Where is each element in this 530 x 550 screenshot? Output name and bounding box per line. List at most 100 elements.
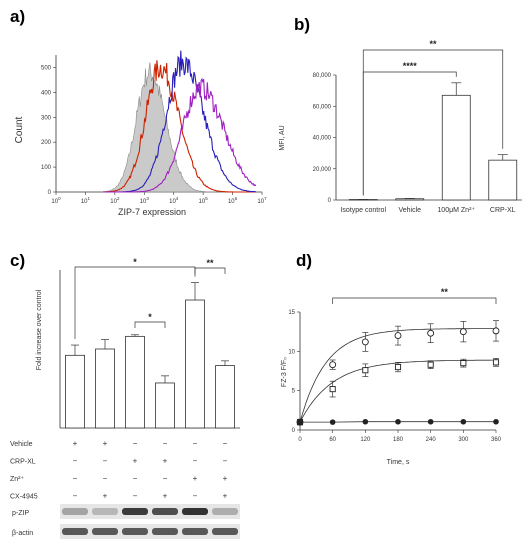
c-bar [125, 335, 145, 429]
d-point-circle-open [459, 328, 467, 336]
c-condition-name: CX-4945 [10, 494, 38, 501]
c-condition-sign: − [193, 439, 198, 448]
c-condition-sign: + [163, 492, 168, 501]
panel-d-ylabel: FZ-3 F/F₀ [281, 357, 288, 387]
b-y-tick-label: 60,000 [313, 104, 332, 110]
d-significance-bracket [332, 297, 497, 304]
c-condition-sign: − [163, 474, 168, 483]
b-significance-label: **** [403, 61, 418, 71]
d-significance-label: ** [441, 287, 449, 297]
c-condition-sign: + [223, 474, 228, 483]
d-point-circle-filled [427, 418, 434, 425]
a-y-tick-label: 0 [48, 190, 52, 196]
d-point-circle-filled [362, 418, 369, 425]
b-y-tick-label: 20,000 [313, 167, 332, 173]
d-x-tick-label: 300 [458, 437, 469, 443]
c-blot-band [182, 528, 208, 535]
panel-b: b) 0 20,000 40,000 60,000 80,000 Isotype cont… [279, 15, 522, 214]
c-condition-sign: − [73, 492, 78, 501]
panel-b-label: b) [294, 15, 310, 34]
panel-a-xlabel: ZIP-7 expression [118, 207, 186, 217]
c-blot-band [92, 508, 118, 515]
c-significance-bracket [194, 267, 226, 274]
c-condition-sign: − [133, 474, 138, 483]
a-x-tick-label: 100 [51, 196, 61, 205]
b-significance-bracket [362, 49, 504, 196]
a-x-tick-label: 106 [228, 196, 238, 205]
c-condition-sign: + [193, 474, 198, 483]
panel-c-western-blot: p-ZIP β-actin [12, 504, 240, 539]
d-x-tick-label: 120 [360, 437, 371, 443]
c-condition-sign: + [73, 439, 78, 448]
b-significance-label: ** [429, 39, 437, 49]
a-y-tick-label: 300 [41, 115, 52, 121]
d-point-circle-filled [395, 418, 401, 425]
c-blot-band [182, 508, 208, 515]
c-condition-sign: − [133, 492, 138, 501]
c-bar [95, 348, 115, 429]
a-x-tick-label: 103 [140, 196, 150, 205]
a-x-tick-label: 105 [199, 196, 209, 205]
panel-d-axes: 0 5 10 15 0 60 120 180 240 300 360 ** [288, 287, 501, 443]
a-histogram-vehicle [103, 60, 256, 193]
b-category-label: Isotype control [340, 207, 386, 214]
d-point-circle-filled [493, 418, 499, 425]
a-x-tick-label: 107 [257, 196, 267, 205]
d-x-tick-label: 360 [491, 437, 502, 443]
c-condition-sign: − [73, 457, 78, 466]
c-blot-band [92, 528, 118, 535]
c-condition-sign: − [103, 474, 108, 483]
panel-c-ylabel: Fold increase over control [36, 289, 43, 370]
c-blot-band [122, 508, 148, 515]
panel-b-ylabel: MFI, AU [279, 125, 286, 150]
d-point-square-open [427, 361, 434, 368]
b-y-tick-label: 80,000 [313, 73, 332, 79]
c-condition-sign: + [103, 439, 108, 448]
d-y-tick-label: 5 [292, 389, 296, 395]
c-blot-band [212, 528, 238, 535]
c-blot-strip [60, 504, 240, 519]
c-significance-label: * [148, 312, 152, 322]
d-point-square-open [362, 367, 369, 374]
c-bar [215, 365, 235, 429]
b-bar [441, 94, 471, 201]
d-x-tick-label: 0 [298, 437, 302, 443]
c-blot-band [122, 528, 148, 535]
c-blot-strip [60, 524, 240, 539]
panel-c-condition-table: Vehicle + + − − − − CRP-XL − − + + − − Zn²⁺ − − − − + + CX-49… [10, 439, 228, 501]
a-y-tick-label: 200 [41, 140, 52, 146]
d-point-circle-open [427, 329, 435, 337]
c-condition-sign: − [103, 457, 108, 466]
d-point-circle-open [394, 332, 402, 340]
panel-c-label: c) [10, 251, 25, 270]
d-point-square-open [492, 359, 500, 366]
c-condition-sign: − [73, 474, 78, 483]
d-y-tick-label: 10 [288, 349, 295, 355]
panel-d-xlabel: Time, s [387, 459, 410, 466]
c-condition-sign: − [193, 457, 198, 466]
c-condition-sign: + [163, 457, 168, 466]
c-blot-band [62, 528, 88, 535]
panel-b-axes: 0 20,000 40,000 60,000 80,000 Isotype control… [313, 39, 522, 214]
c-condition-sign: + [103, 492, 108, 501]
c-significance-bracket [74, 266, 196, 340]
c-blot-band [62, 508, 88, 515]
c-blot-row-label: p-ZIP [12, 510, 29, 517]
c-blot-band [212, 508, 238, 515]
c-condition-name: Vehicle [10, 441, 33, 448]
panel-c-axes: * *** [59, 257, 240, 429]
a-y-tick-label: 100 [41, 165, 52, 171]
c-blot-band [152, 508, 178, 515]
a-histogram-isotype [102, 62, 256, 193]
b-y-tick-label: 0 [328, 198, 332, 204]
c-condition-sign: − [193, 492, 198, 501]
a-x-tick-label: 104 [169, 196, 179, 205]
panel-d-label: d) [296, 251, 312, 270]
b-category-label: Vehicle [398, 207, 421, 214]
c-condition-sign: − [133, 439, 138, 448]
a-y-tick-label: 500 [41, 65, 52, 71]
d-x-tick-label: 240 [426, 437, 437, 443]
b-bar [488, 159, 518, 201]
